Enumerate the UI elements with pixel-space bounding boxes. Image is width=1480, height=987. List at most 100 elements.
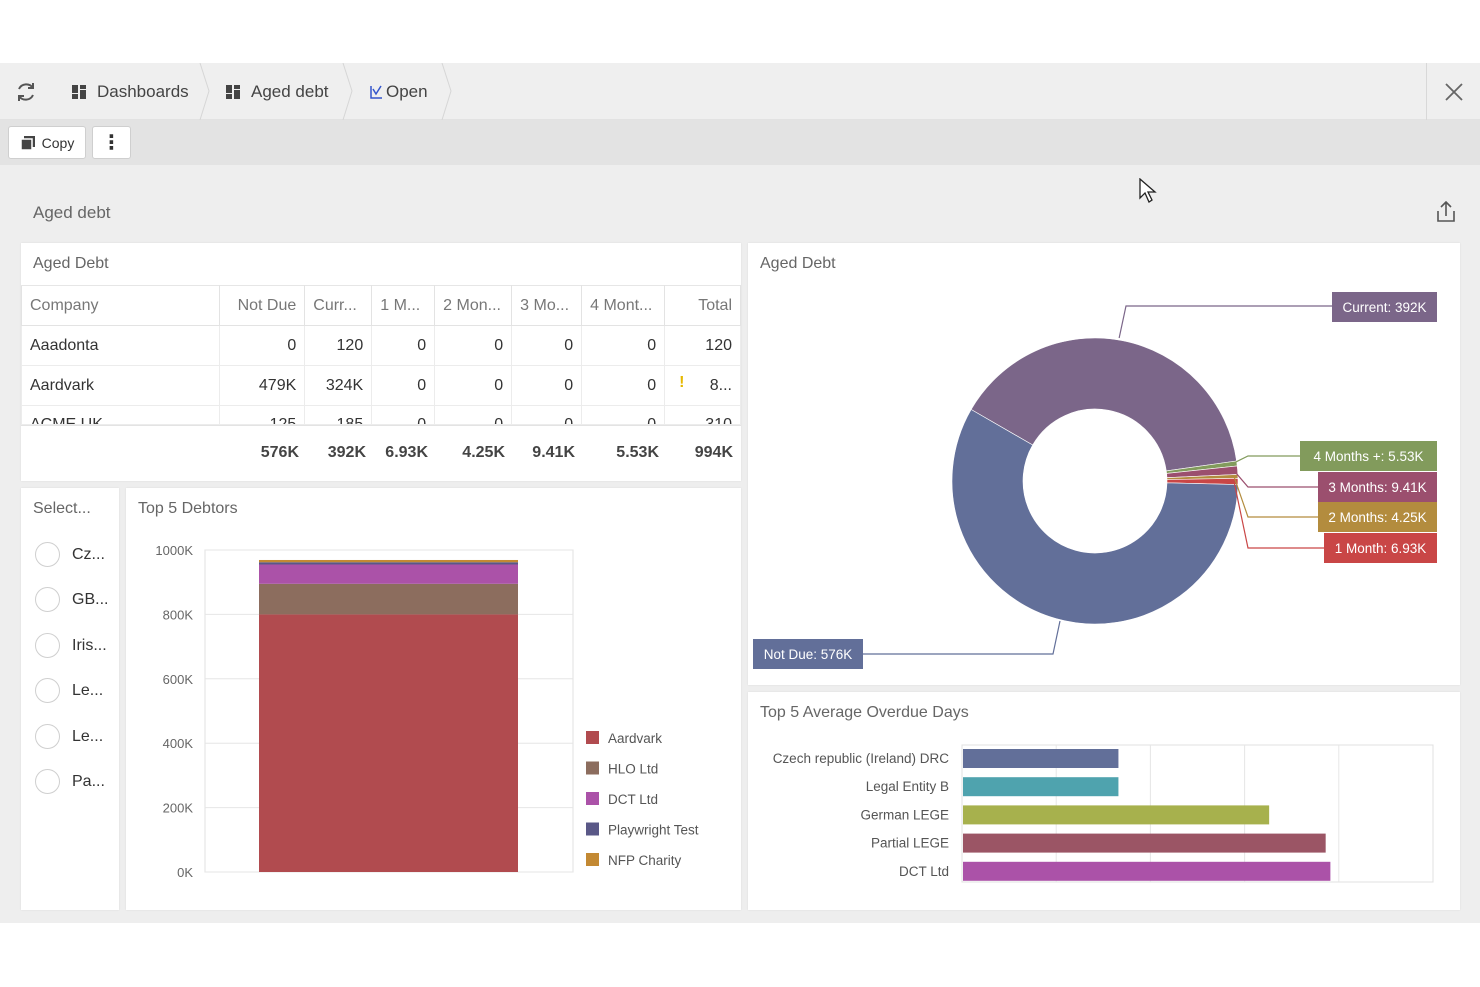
table-row[interactable]: ACME UK 125 185 0 0 0 0 310 [20,405,741,425]
warning-icon: ! [679,374,685,391]
column-header[interactable]: 2 Mon... [434,285,513,326]
top5-debtors-chart: 0K 200K 400K 600K 800K 1000K Aardvark HLO Ltd DC… [155,543,698,880]
cell: 0 [371,365,436,406]
radio-option[interactable]: Le... [35,678,103,703]
cell: 0 [511,365,583,406]
cell: 125 [228,416,297,424]
cell-company: ACME UK [30,416,211,424]
radio-label: Le... [72,727,104,745]
close-icon [1444,82,1463,101]
table-header-row: Company Not Due Curr... 1 M... 2 Mon... … [20,285,741,326]
callout-label-box [1324,533,1437,563]
cell: 185 [313,416,364,424]
bar [963,749,1119,768]
legend-label: Aardvark [608,731,662,746]
breadcrumb-separator [342,63,353,120]
cell: 0 [511,325,583,366]
cell: 0 [380,416,426,424]
radio-option[interactable]: Iris... [35,633,107,658]
breadcrumb-open[interactable]: Open [370,63,428,120]
cell: 0 [434,325,513,366]
legend-label: NFP Charity [608,853,682,868]
callout-label: 3 Months: 9.41K [1328,480,1426,495]
bar-segment [259,583,518,615]
column-header[interactable]: Company [20,285,221,326]
cell: 0 [371,325,436,366]
plot-frame [961,744,1434,883]
close-button[interactable] [1426,63,1480,120]
radio-circle[interactable] [35,587,60,612]
cell: 0 [581,325,666,366]
cell: 120 [664,325,741,366]
dashboard-icon [226,84,242,99]
callout-label: Not Due: 576K [764,647,853,662]
callout-label: 4 Months +: 5.53K [1314,449,1424,464]
total-3-months: 9.41K [532,444,575,461]
open-icon [370,85,383,99]
panel-title: Select... [33,500,91,517]
breadcrumb-dashboards[interactable]: Dashboards [72,63,189,120]
callout-label-box [1332,292,1437,322]
panel-title: Aged Debt [760,255,836,272]
radio-option[interactable]: Cz... [35,542,105,567]
bar [963,777,1119,797]
bar [963,805,1270,825]
column-header[interactable]: Curr... [304,285,373,326]
cell: 0 [581,365,666,406]
cell: 120 [304,325,373,366]
refresh-icon[interactable] [14,80,38,104]
aged-debt-table: Company Not Due Curr... 1 M... 2 Mon... … [20,285,741,425]
table-row[interactable]: Aardvark 479K 324K 0 0 0 0 ! 8... [20,365,741,406]
category-label: Partial LEGE [871,836,949,851]
radio-label: Pa... [72,772,105,790]
radio-circle[interactable] [35,633,60,658]
aged-debt-table-panel: Aged Debt Company Not Due Curr... 1 M...… [20,243,741,481]
radio-circle[interactable] [35,724,60,749]
y-tick-label: 600K [163,672,194,687]
copy-button[interactable]: Copy [8,126,86,159]
bar-segment [259,562,518,565]
radio-option[interactable]: Pa... [35,769,105,794]
table-row[interactable]: Aaadonta 0 120 0 0 0 0 120 [20,325,741,366]
legend-swatch [586,792,599,805]
radio-circle[interactable] [35,542,60,567]
cell-total-value: 8... [709,376,732,394]
more-options-button[interactable]: ⋮ [92,126,131,159]
y-tick-label: 200K [163,801,194,816]
column-header[interactable]: 4 Mont... [581,285,666,326]
legend-swatch [586,761,599,775]
callout-leader-line [1233,469,1318,488]
dashboard-content: Aged debt Aged Debt Company Not Due Curr… [0,165,1480,923]
donut-slice [970,337,1237,472]
cell: 479K [219,365,306,406]
cell: ! 8... [664,365,741,406]
radio-option[interactable]: GB... [35,587,108,612]
breadcrumb-separator [441,63,452,120]
legend-swatch [586,731,599,744]
radio-label: GB... [72,590,109,608]
callout-label: Current: 392K [1342,300,1426,315]
breadcrumb-aged-debt[interactable]: Aged debt [226,63,329,120]
toolbar: Copy ⋮ [0,120,1480,165]
radio-option[interactable]: Le... [35,724,103,749]
legend-label: DCT Ltd [608,792,658,807]
aged-debt-donut-panel: Aged Debt Current: 392K 4 Months +: 5.53K… [748,243,1460,685]
callout-label-box [753,639,863,669]
cell: 0 [434,365,513,406]
panel-title: Top 5 Average Overdue Days [760,704,969,721]
radio-label: Le... [72,681,104,699]
panel-title: Top 5 Debtors [138,500,238,517]
radio-circle[interactable] [35,678,60,703]
column-header[interactable]: 3 Mo... [511,285,583,326]
radio-circle[interactable] [35,769,60,794]
column-header[interactable]: Total [664,285,741,326]
bottom-blank [0,923,1480,987]
aged-debt-donut-chart: Current: 392K 4 Months +: 5.53K 3 Months: … [753,292,1437,669]
totals-row: 576K 392K 6.93K 4.25K 9.41K 5.53K 994K [21,425,741,481]
share-icon[interactable] [1435,201,1457,223]
column-header[interactable]: Not Due [219,285,306,326]
cell: 0 [219,325,306,366]
cell: 0 [590,416,656,424]
copy-icon [19,135,35,151]
column-header[interactable]: 1 M... [371,285,436,326]
